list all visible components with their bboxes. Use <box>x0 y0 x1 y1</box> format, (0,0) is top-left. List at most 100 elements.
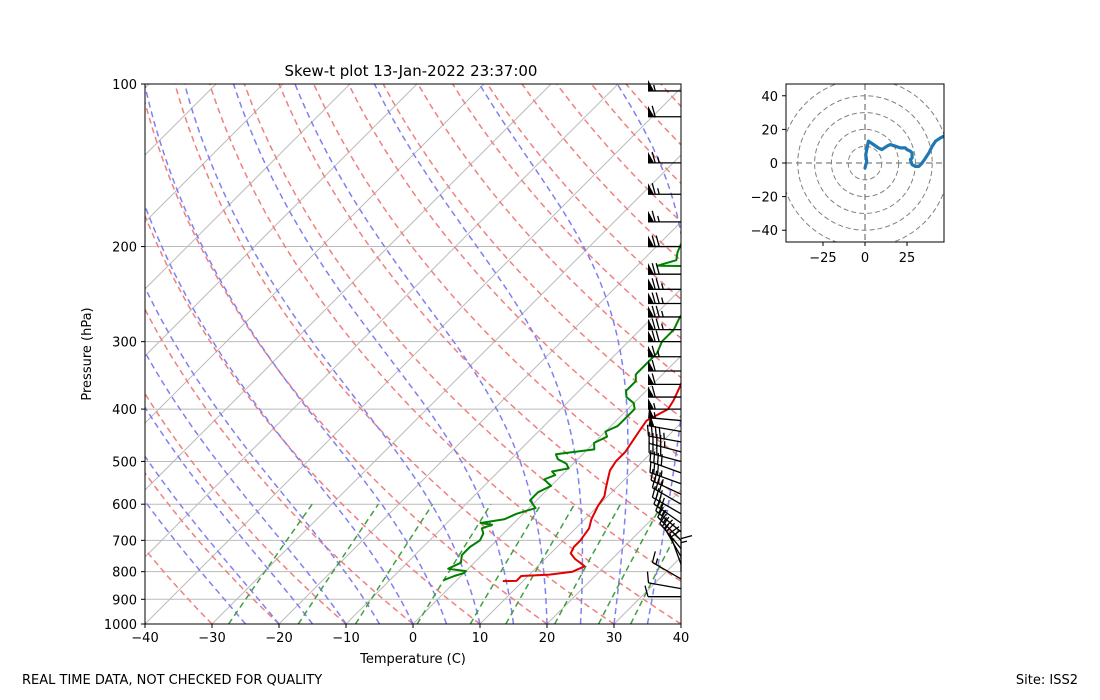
moist-adiabat <box>183 84 481 624</box>
dry-adiabat <box>556 84 681 223</box>
barb-full <box>655 478 660 490</box>
barb-staff <box>648 425 682 433</box>
moist-adiabat <box>294 84 548 624</box>
barb-full <box>657 506 664 518</box>
barb-full <box>651 385 656 398</box>
moist-adiabat <box>680 620 681 624</box>
barb-full <box>657 472 661 484</box>
barb-half <box>661 323 664 330</box>
barb-full <box>658 502 665 514</box>
hodo-y-tick-label: 40 <box>761 90 778 105</box>
mixing-ratio-line <box>416 503 492 624</box>
dry-adiabat <box>145 213 481 624</box>
barb-full <box>659 513 667 524</box>
temperature-profile <box>502 381 681 583</box>
mixing-ratio-line <box>505 503 576 624</box>
wind-barb <box>648 105 681 118</box>
barb-staff <box>650 479 682 495</box>
mixing-ratio-line <box>597 503 663 624</box>
barb-staff <box>648 435 682 443</box>
barb-staff <box>648 582 682 590</box>
dry-adiabat <box>660 84 681 108</box>
wind-barb <box>648 385 681 398</box>
moist-adiabat <box>145 285 381 624</box>
wind-barb <box>648 359 681 372</box>
hodograph-axis-ticks: −25 0 25 −40 −20 0 20 40 <box>751 90 916 266</box>
wind-barb <box>648 330 681 343</box>
barb-full <box>653 493 659 505</box>
dry-adiabat <box>145 307 414 624</box>
barb-full <box>664 519 673 529</box>
moist-adiabat <box>145 455 280 624</box>
isotherm <box>546 489 681 624</box>
barb-half <box>661 297 664 304</box>
dry-adiabat <box>417 84 681 379</box>
barb-full <box>651 373 656 385</box>
barb-full <box>646 424 650 437</box>
y-tick-label: 1000 <box>104 618 137 633</box>
skewt-background-lines <box>145 84 1100 624</box>
barb-full <box>646 571 650 583</box>
moist-adiabat <box>145 84 448 624</box>
isotherm <box>412 355 681 624</box>
dry-adiabat <box>145 392 347 624</box>
barb-full <box>653 451 656 464</box>
barb-full <box>669 526 680 534</box>
dry-adiabat <box>696 84 1100 624</box>
isotherm <box>145 87 681 624</box>
barb-full <box>651 183 656 195</box>
dry-adiabat <box>145 471 280 624</box>
barb-flag <box>648 105 654 117</box>
dry-adiabat <box>590 84 681 185</box>
barb-full <box>651 105 656 117</box>
barb-flag <box>648 151 654 163</box>
barb-half <box>655 558 659 565</box>
wind-barb <box>650 468 682 495</box>
dry-adiabat <box>625 84 681 146</box>
wind-barb <box>669 526 682 565</box>
barb-full <box>655 292 660 304</box>
dry-adiabat <box>278 84 681 541</box>
hodograph-ring <box>814 112 916 214</box>
mixing-ratio-line <box>469 503 542 624</box>
moist-adiabat <box>145 406 314 624</box>
barb-full <box>651 359 656 372</box>
y-tick-label: 800 <box>112 566 137 581</box>
barb-half <box>661 479 664 486</box>
barb-full <box>670 529 681 538</box>
barb-flag <box>648 292 654 304</box>
isotherm <box>479 422 681 624</box>
barb-full <box>660 454 663 466</box>
wind-barb <box>651 476 682 505</box>
wind-barb <box>648 406 682 422</box>
barb-full <box>655 305 660 318</box>
skewt-title: Skew-t plot 13-Jan-2022 23:37:00 <box>285 62 538 80</box>
moist-adiabat <box>232 84 515 624</box>
hodo-y-tick-label: −40 <box>751 224 778 239</box>
wind-barb <box>648 398 681 410</box>
barb-staff <box>652 496 682 515</box>
barb-full <box>651 486 656 498</box>
wind-barb <box>648 431 682 453</box>
wind-barb <box>648 373 681 386</box>
barb-flag <box>648 318 654 330</box>
barb-flag <box>648 373 654 385</box>
isotherm <box>145 84 619 558</box>
isotherm <box>145 84 284 223</box>
barb-flag <box>648 330 654 342</box>
skewt-profiles <box>442 241 681 583</box>
barb-flag <box>648 235 654 247</box>
wind-barb <box>648 79 681 92</box>
barb-flag <box>648 79 654 91</box>
dry-adiabat <box>313 84 681 500</box>
wind-barb <box>644 585 681 598</box>
barb-flag <box>648 278 654 290</box>
mixing-ratio-line <box>227 503 313 624</box>
barb-flag <box>648 398 654 410</box>
barb-full <box>651 235 656 247</box>
barb-full <box>651 305 656 318</box>
barb-full <box>666 522 675 532</box>
mixing-ratio-line <box>297 503 379 624</box>
isotherm <box>613 556 681 624</box>
isotherm <box>680 623 681 624</box>
